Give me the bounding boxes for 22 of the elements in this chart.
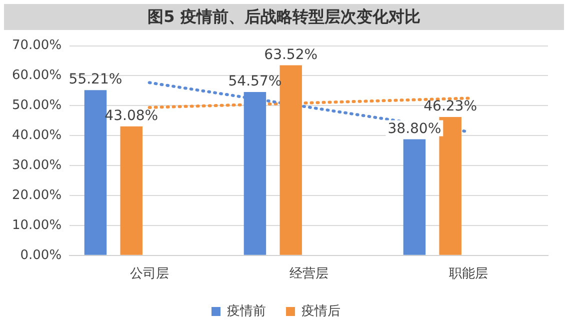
legend-label: 疫情后 [302,304,340,319]
x-tick-label: 职能层 [448,266,488,282]
y-tick-label: 0.00% [20,248,62,263]
y-tick-label: 60.00% [12,68,62,84]
bar [120,126,142,255]
bar [439,116,462,255]
legend-label: 疫情前 [227,304,266,319]
y-tick-label: 10.00% [12,218,62,233]
y-tick-label: 50.00% [12,98,62,114]
y-tick-label: 20.00% [12,188,62,203]
x-tick-label: 公司层 [130,266,169,282]
data-label: 38.80% [388,120,442,137]
y-tick-label: 70.00% [12,38,62,54]
data-label: 55.21% [68,72,122,88]
x-tick-label: 经营层 [289,266,328,282]
data-label: 46.23% [424,98,478,115]
chart-title: 图5 疫情前、后战略转型层次变化对比 [4,4,564,30]
bar [403,139,426,255]
y-tick-label: 40.00% [12,128,62,144]
data-label: 63.52% [264,46,318,63]
bar [84,90,107,255]
y-tick-label: 30.00% [12,158,62,173]
